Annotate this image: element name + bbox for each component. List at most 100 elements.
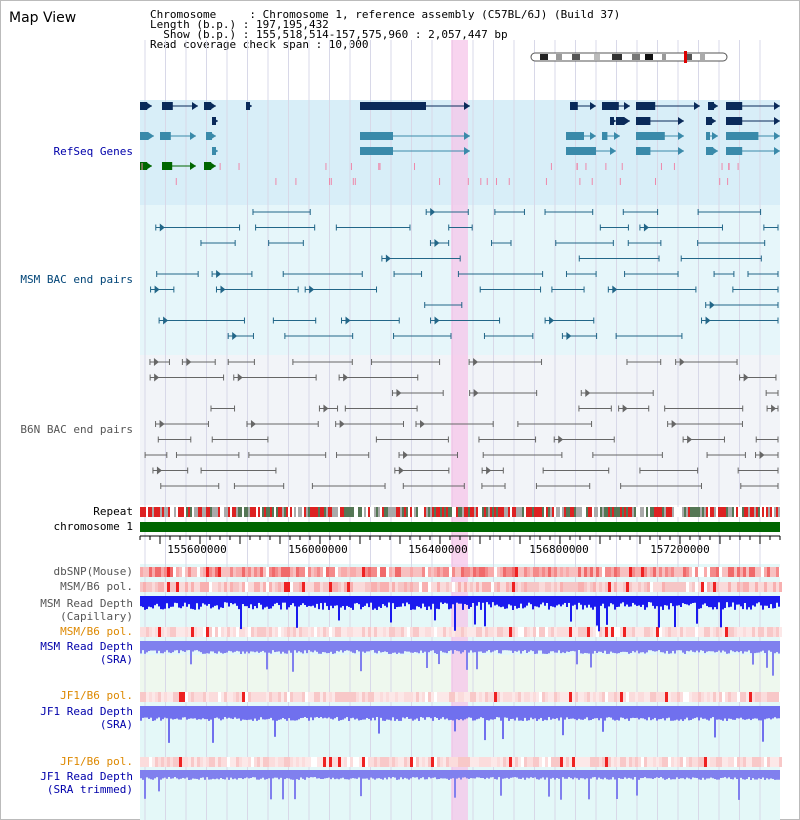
read-depth-bar <box>594 770 596 778</box>
label-msm-depth-sra[interactable]: MSM Read Depth <box>40 640 133 653</box>
repeat-block <box>702 507 704 517</box>
polymorphism-cell <box>425 757 428 767</box>
label-msm-b6-pol-sra[interactable]: MSM/B6 pol. <box>60 625 133 638</box>
repeat-block <box>714 507 716 517</box>
read-depth-bar <box>160 770 162 780</box>
polymorphism-cell <box>299 692 302 702</box>
read-depth-bar <box>530 596 532 605</box>
read-depth-bar <box>682 596 684 604</box>
polymorphism-cell <box>374 692 377 702</box>
read-depth-bar <box>294 596 296 607</box>
label-msm-b6-pol[interactable]: MSM/B6 pol. <box>60 580 133 593</box>
polymorphism-cell <box>575 757 578 767</box>
read-depth-bar <box>144 596 146 610</box>
read-depth-bar <box>508 596 510 605</box>
repeat-block <box>686 507 688 517</box>
refseq-genes-track[interactable] <box>140 102 780 185</box>
read-depth-bar <box>338 596 340 621</box>
repeat-block <box>594 507 596 517</box>
read-depth-bar <box>444 706 446 720</box>
polymorphism-cell <box>398 567 401 577</box>
read-depth-bar <box>246 641 248 652</box>
read-depth-bar <box>474 706 476 721</box>
gene-exon <box>566 132 584 140</box>
read-depth-bar <box>156 641 158 654</box>
read-depth-bar <box>192 641 194 652</box>
polymorphism-cell <box>671 582 674 592</box>
polymorphism-cell <box>407 757 410 767</box>
read-depth-bar <box>712 596 714 610</box>
read-depth-bar <box>340 596 342 608</box>
read-depth-bar <box>628 770 630 778</box>
polymorphism-cell <box>158 567 161 577</box>
label-b6n-bac[interactable]: B6N BAC end pairs <box>20 423 133 436</box>
msm-bac-track[interactable] <box>150 208 779 340</box>
polymorphism-cell <box>440 692 443 702</box>
label-msm-bac[interactable]: MSM BAC end pairs <box>20 273 133 286</box>
label-msm-depth-capillary[interactable]: MSM Read Depth <box>40 597 133 610</box>
read-depth-bar <box>776 770 778 780</box>
polymorphism-tracks[interactable] <box>140 567 782 767</box>
highlight-region[interactable] <box>451 40 468 820</box>
polymorphism-cell <box>302 757 305 767</box>
polymorphism-cell <box>494 627 497 637</box>
polymorphism-cell <box>692 757 695 767</box>
read-depth-bar <box>536 770 538 780</box>
repeat-block <box>612 507 614 517</box>
read-depth-bar <box>206 641 208 654</box>
read-depth-bar <box>186 770 188 778</box>
read-depth-bar <box>472 770 474 779</box>
read-depth-bar <box>698 706 700 721</box>
read-depth-bar <box>686 770 688 778</box>
b6n-bac-track[interactable] <box>144 358 779 489</box>
read-depth-bar <box>462 641 464 653</box>
polymorphism-cell <box>344 757 347 767</box>
read-depth-bar <box>450 596 452 609</box>
read-depth-bar <box>772 770 774 779</box>
polymorphism-cell <box>635 582 638 592</box>
polymorphism-cell <box>476 567 479 577</box>
read-depth-bar <box>216 706 218 718</box>
polymorphism-cell <box>443 582 446 592</box>
read-depth-bar <box>332 596 334 609</box>
read-depth-bar <box>712 770 714 779</box>
polymorphism-cell <box>170 692 173 702</box>
polymorphism-cell <box>518 757 521 767</box>
polymorphism-cell <box>338 692 341 702</box>
polymorphism-cell <box>275 582 278 592</box>
read-depth-bar <box>740 641 742 652</box>
b6n-bac-arrow <box>156 466 162 475</box>
label-refseq-genes[interactable]: RefSeq Genes <box>53 145 133 158</box>
read-depth-bar <box>420 770 422 779</box>
repeat-block <box>576 507 578 517</box>
read-depth-bar <box>182 596 184 607</box>
polymorphism-cell <box>671 627 674 637</box>
read-depth-bar <box>590 706 592 721</box>
label-jf1-depth-trimmed[interactable]: JF1 Read Depth <box>40 770 133 783</box>
read-depth-bar <box>140 770 142 779</box>
label-dbsnp[interactable]: dbSNP(Mouse) <box>53 565 133 578</box>
read-depth-bar <box>190 596 192 609</box>
polymorphism-cell <box>710 627 713 637</box>
polymorphism-cell <box>533 757 536 767</box>
read-depth-bar <box>434 770 436 778</box>
repeat-block <box>758 507 760 517</box>
read-depth-bar <box>756 770 758 780</box>
repeat-block <box>246 507 248 517</box>
polymorphism-cell <box>605 582 608 592</box>
polymorphism-cell <box>329 582 332 592</box>
label-jf1-b6-pol-1[interactable]: JF1/B6 pol. <box>60 689 133 702</box>
label-jf1-depth-sra[interactable]: JF1 Read Depth <box>40 705 133 718</box>
read-depth-bar <box>722 770 724 778</box>
read-depth-bar <box>188 706 190 719</box>
polymorphism-cell <box>362 757 365 767</box>
polymorphism-cell <box>311 627 314 637</box>
polymorphism-cell <box>521 582 524 592</box>
polymorphism-cell <box>473 567 476 577</box>
read-depth-tracks[interactable] <box>140 596 780 800</box>
polymorphism-cell <box>230 757 233 767</box>
label-jf1-b6-pol-2[interactable]: JF1/B6 pol. <box>60 755 133 768</box>
read-depth-bar <box>546 770 548 778</box>
read-depth-bar <box>170 641 172 654</box>
repeat-track[interactable] <box>140 507 780 517</box>
